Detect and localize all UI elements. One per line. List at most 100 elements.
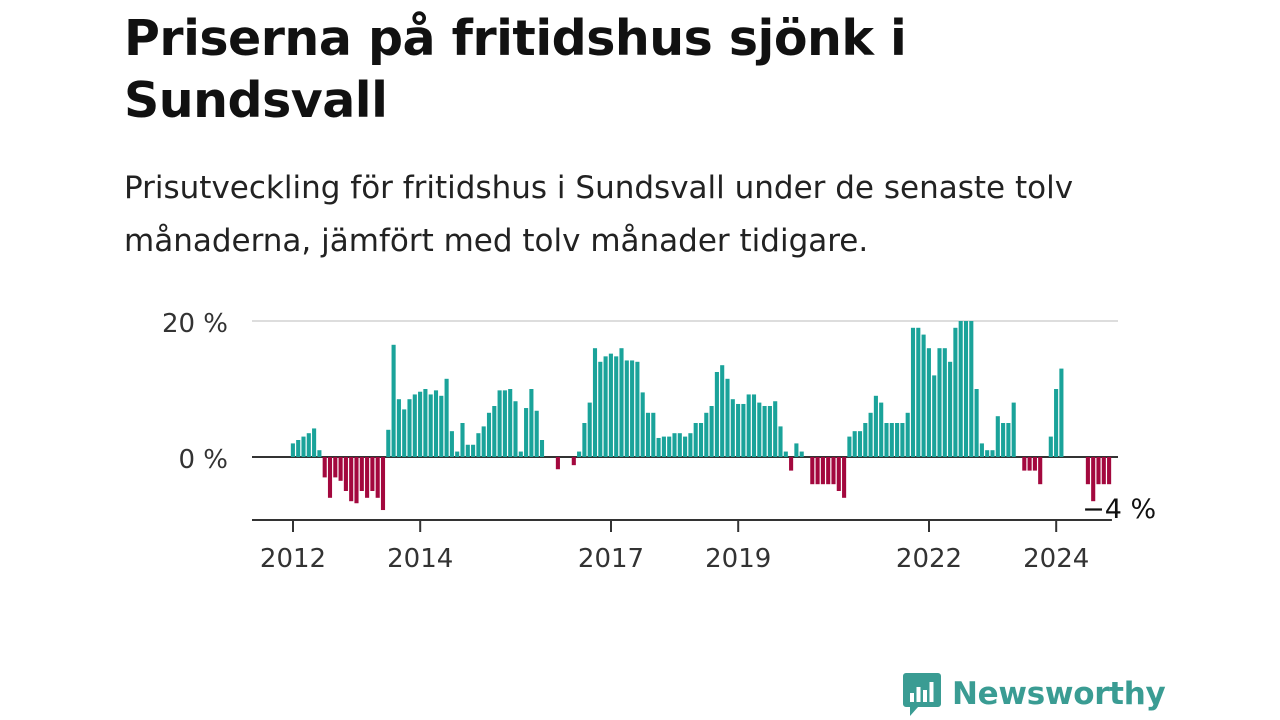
- bar: [963, 321, 969, 457]
- bar: [879, 402, 884, 457]
- bar: [317, 450, 322, 457]
- bar: [290, 443, 295, 457]
- bar: [582, 423, 587, 457]
- bar: [709, 406, 714, 457]
- bar: [916, 327, 921, 457]
- x-tick-label: 2012: [260, 544, 326, 574]
- bar: [407, 399, 412, 457]
- bar: [608, 353, 613, 457]
- bar: [396, 399, 401, 457]
- bar: [857, 431, 863, 457]
- bar: [333, 457, 338, 478]
- bar: [921, 334, 926, 457]
- bar: [1107, 457, 1112, 485]
- bar: [587, 402, 592, 457]
- bar: [640, 392, 645, 457]
- bar: [423, 389, 428, 457]
- bar: [778, 426, 783, 457]
- bar: [873, 395, 878, 457]
- bar: [365, 457, 370, 498]
- bar: [683, 436, 688, 457]
- bar: [1038, 457, 1043, 485]
- bar: [751, 394, 757, 457]
- bar: [698, 423, 704, 457]
- bar: [455, 451, 460, 457]
- bar: [942, 348, 947, 457]
- label-layer: 0 % 20 % 2012 2014 2017 2019 2022 2024 −4 %: [162, 309, 1159, 574]
- bar: [725, 378, 730, 457]
- bar: [932, 375, 937, 457]
- bar: [296, 440, 301, 457]
- bar: [789, 457, 794, 471]
- bar: [598, 361, 603, 457]
- bar: [555, 457, 560, 470]
- bar: [322, 457, 327, 478]
- bar: [1048, 436, 1053, 457]
- bar: [847, 436, 852, 457]
- bar: [386, 429, 391, 457]
- bar: [794, 443, 799, 457]
- bar: [852, 431, 857, 457]
- bar: [661, 436, 666, 457]
- bar-chart-speech-bubble-icon: [903, 673, 941, 716]
- bar: [444, 378, 449, 457]
- x-tick-label: 2017: [578, 544, 644, 574]
- bar: [730, 399, 735, 457]
- x-tick-label: 2019: [705, 544, 771, 574]
- bar: [741, 403, 746, 457]
- bar: [343, 457, 348, 491]
- bar: [529, 389, 534, 457]
- bar: [714, 372, 719, 457]
- bar: [820, 457, 825, 485]
- chart-subtitle: Prisutveckling för fritidshus i Sundsval…: [124, 170, 1074, 259]
- bar: [518, 451, 523, 457]
- bar: [524, 408, 529, 457]
- x-tick-label: 2014: [387, 544, 453, 574]
- bar: [1006, 423, 1011, 457]
- bar: [895, 423, 900, 457]
- bar: [746, 394, 751, 457]
- bar: [338, 457, 343, 481]
- bar: [979, 443, 984, 457]
- bar: [571, 457, 576, 466]
- bar: [1027, 457, 1032, 471]
- bar: [1054, 389, 1059, 457]
- bar: [757, 402, 762, 457]
- bar: [592, 348, 598, 457]
- bar: [614, 356, 619, 457]
- bars-layer: [290, 321, 1112, 511]
- bar: [677, 433, 682, 457]
- bar: [624, 360, 629, 457]
- bar: [900, 423, 905, 457]
- bar: [767, 406, 772, 457]
- bar: [889, 423, 894, 457]
- bar: [651, 412, 656, 457]
- bar: [688, 433, 693, 457]
- bar: [736, 403, 741, 457]
- bar: [969, 321, 974, 457]
- bar: [667, 436, 672, 457]
- bar: [433, 390, 439, 457]
- bar: [1011, 402, 1016, 457]
- bar: [762, 406, 767, 457]
- bar: [471, 444, 476, 457]
- bar: [773, 401, 778, 457]
- bar: [465, 444, 470, 457]
- bar: [312, 428, 317, 457]
- bar: [937, 348, 942, 457]
- bar: [513, 401, 518, 457]
- bar: [534, 410, 539, 457]
- bar: [1022, 457, 1027, 471]
- bar: [603, 356, 608, 457]
- bar: [1096, 457, 1101, 485]
- bar: [815, 457, 820, 485]
- bar: [460, 423, 465, 457]
- bar: [391, 344, 396, 457]
- bar: [985, 450, 990, 457]
- bar: [926, 348, 931, 457]
- bar: [359, 457, 364, 491]
- bar: [439, 395, 444, 457]
- bar: [783, 451, 788, 457]
- bar: [476, 433, 481, 457]
- bar: [354, 457, 359, 504]
